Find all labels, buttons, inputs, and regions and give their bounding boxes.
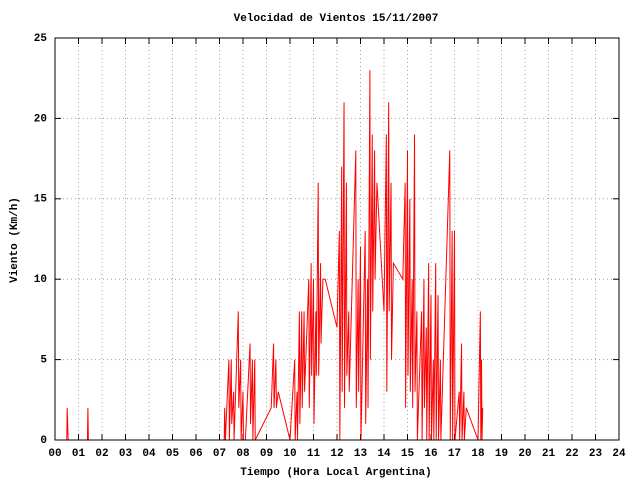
x-tick-label: 07 <box>213 448 226 460</box>
chart-title: Velocidad de Vientos 15/11/2007 <box>234 13 439 25</box>
y-tick-label: 20 <box>34 113 47 125</box>
data-line <box>66 70 484 441</box>
plot-border <box>54 37 620 441</box>
x-tick-label: 03 <box>119 448 133 460</box>
x-tick-label: 13 <box>354 448 368 460</box>
x-tick-label: 10 <box>283 448 296 460</box>
x-axis-label: Tiempo (Hora Local Argentina) <box>240 467 431 479</box>
x-tick-label: 11 <box>307 448 321 460</box>
x-tick-label: 00 <box>48 448 61 460</box>
x-tick-label: 20 <box>518 448 531 460</box>
y-tick-label: 0 <box>40 435 47 447</box>
x-tick-label: 22 <box>565 448 578 460</box>
y-tick-label: 10 <box>34 274 47 286</box>
x-tick-label: 24 <box>612 448 626 460</box>
x-tick-label: 21 <box>542 448 556 460</box>
x-tick-label: 23 <box>589 448 603 460</box>
x-tick-label: 18 <box>471 448 485 460</box>
x-tick-label: 02 <box>95 448 108 460</box>
y-axis-label: Viento (Km/h) <box>9 197 21 283</box>
x-tick-label: 09 <box>260 448 273 460</box>
x-tick-label: 19 <box>495 448 508 460</box>
x-tick-label: 14 <box>377 448 391 460</box>
x-tick-label: 17 <box>448 448 461 460</box>
x-tick-label: 06 <box>189 448 202 460</box>
y-tick-label: 5 <box>40 355 47 367</box>
x-tick-label: 08 <box>236 448 250 460</box>
y-tick-label: 25 <box>34 33 48 45</box>
x-tick-label: 01 <box>72 448 86 460</box>
x-tick-label: 04 <box>142 448 156 460</box>
x-tick-label: 15 <box>401 448 415 460</box>
x-tick-label: 05 <box>166 448 180 460</box>
x-tick-label: 16 <box>424 448 437 460</box>
y-tick-label: 15 <box>34 194 48 206</box>
x-tick-label: 12 <box>330 448 343 460</box>
